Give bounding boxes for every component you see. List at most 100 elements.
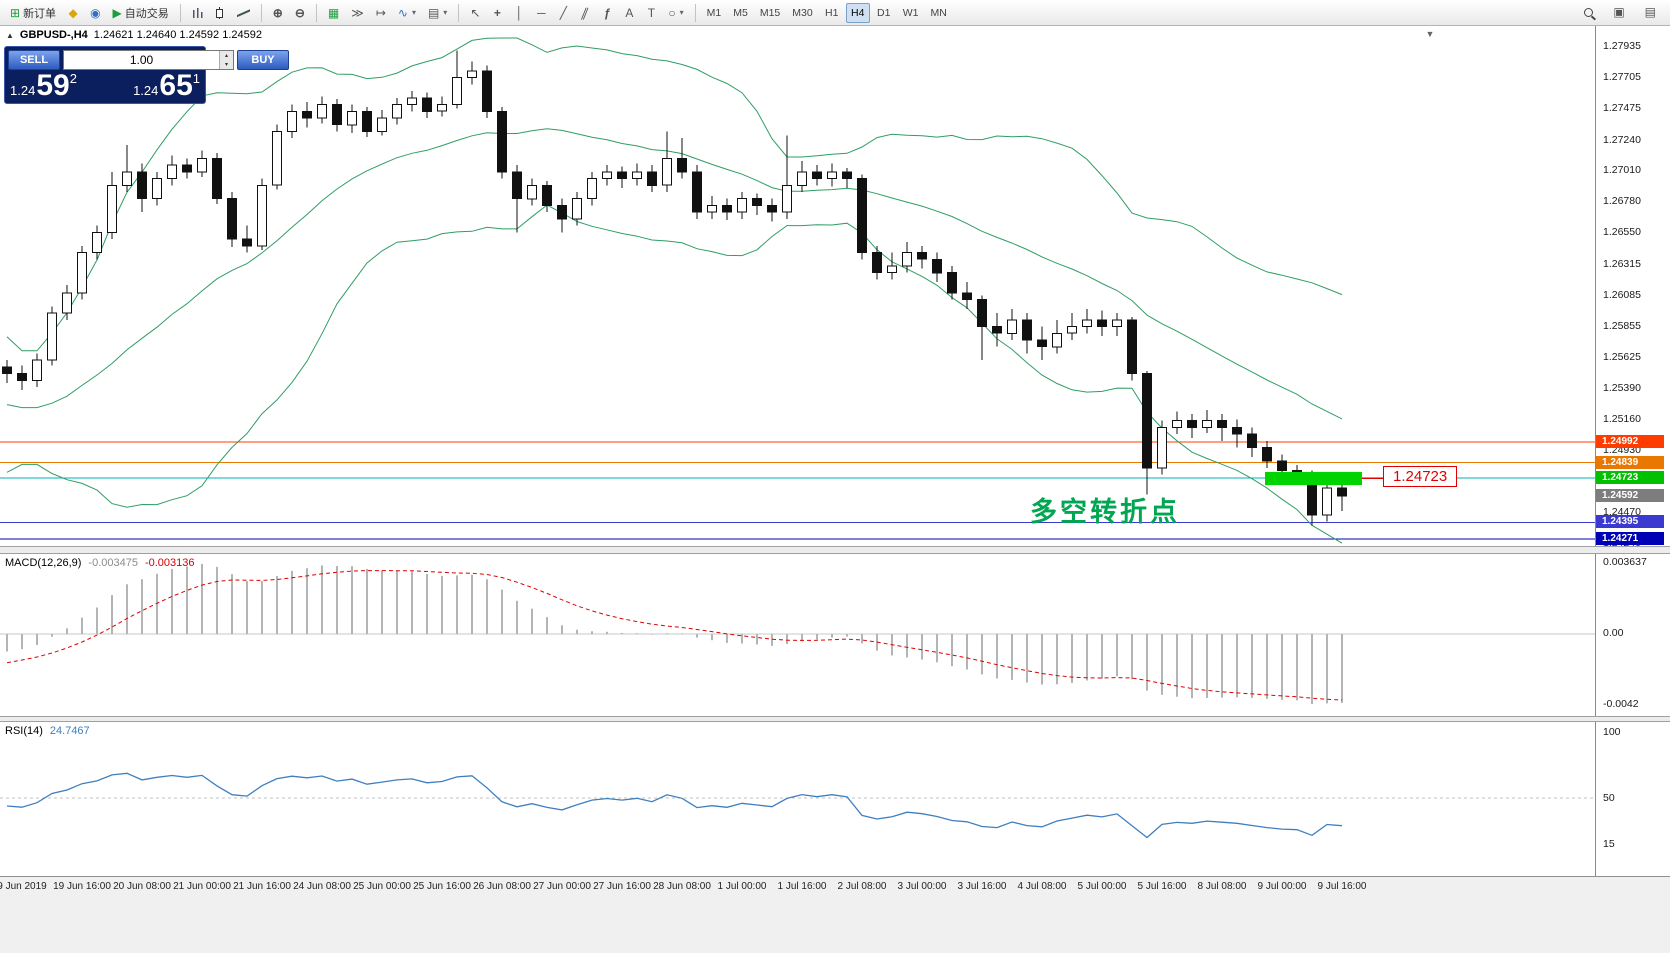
tile-windows-button[interactable]: ▦ [323,3,344,23]
bar-chart-button[interactable] [187,3,208,23]
candlestick-chart-button[interactable] [210,3,230,23]
price-axis-label: 1.26550 [1603,226,1641,238]
time-axis-label: 5 Jul 00:00 [1077,881,1127,892]
price-scale[interactable]: 1.27935 1.27705 1.27475 1.27240 1.27010 1.267… [1595,26,1670,876]
window-list-button[interactable]: ▤ [1640,2,1661,22]
timeframe-button-M15[interactable]: M15 [755,3,785,23]
search-button[interactable] [1578,2,1598,22]
timeframe-button-M1[interactable]: M1 [702,3,727,23]
time-axis-label: 25 Jun 00:00 [353,881,411,892]
chart-shift-marker: ▼ [1426,29,1435,39]
market-watch-icon: ◉ [90,5,101,20]
autotrading-label: 自动交易 [124,7,169,20]
volume-input[interactable] [64,51,219,69]
macd-value-signal: -0.003136 [144,557,195,569]
shapes-tool-button[interactable]: ○ ▾ [663,3,688,23]
toolbar-right-group: ▣ ▤ [1577,2,1662,22]
crosshair-icon: + [493,5,501,20]
toolbar-separator [179,3,181,22]
panel-splitter[interactable] [0,546,1670,554]
sell-price-pipette: 2 [69,71,77,86]
volume-stepper: ▴ ▾ [219,51,233,69]
price-chart-canvas[interactable]: ▼ [0,26,1595,546]
time-axis-label: 25 Jun 16:00 [413,881,471,892]
window-list-icon: ▤ [1644,5,1656,19]
window-bottom-area [0,896,1670,953]
vertical-line-icon: │ [515,5,524,20]
macd-indicator-panel[interactable]: MACD(12,26,9) -0.003475 -0.003136 [0,554,1595,716]
templates-button[interactable]: ▤ ▾ [423,3,452,23]
timeframe-button-D1[interactable]: D1 [872,3,896,23]
bollinger-bands [6,37,1343,544]
current-price-tag: 1.24592 [1596,489,1664,502]
timeframe-button-MN[interactable]: MN [925,3,951,23]
zoom-in-button[interactable]: ⊕ [268,3,288,23]
cursor-icon: ↖ [470,5,481,20]
chart-shift-button[interactable]: ↦ [371,3,391,23]
templates-icon: ▤ [427,5,440,20]
horizontal-line-tool-button[interactable]: ─ [531,3,551,23]
toolbar-separator [315,3,317,22]
channel-tool-button[interactable]: ∥ [575,3,595,23]
macd-axis-label: 0.00 [1603,627,1624,639]
main-chart-panel[interactable]: ▼ ▲ GBPUSD-,H4 1.24621 1.24640 1.24592 1… [0,26,1595,546]
level-lines [0,441,1595,540]
price-axis-label: 1.27705 [1603,71,1641,83]
label-tool-button[interactable]: T [641,3,661,23]
toolbar-separator [694,3,696,22]
vertical-line-tool-button[interactable]: │ [509,3,529,23]
indicators-button[interactable]: ∿ ▾ [393,3,421,23]
timeframe-button-H1[interactable]: H1 [820,3,844,23]
zoom-out-button[interactable]: ⊖ [290,3,310,23]
zoom-out-icon: ⊖ [294,5,305,20]
symbol-title: GBPUSD-,H4 [19,29,88,41]
macd-canvas[interactable] [0,554,1595,716]
navigator-button[interactable]: ◆ [63,3,83,23]
sell-price-prefix: 1.24 [10,83,36,98]
time-axis[interactable]: 9 Jun 2019 19 Jun 16:00 20 Jun 08:00 21 Jun… [0,876,1670,897]
rsi-value: 24.7467 [49,725,90,737]
sell-price[interactable]: 1.24 59 2 [10,71,77,101]
timeframe-button-W1[interactable]: W1 [898,3,924,23]
timeframe-button-M5[interactable]: M5 [728,3,753,23]
rsi-canvas[interactable] [0,722,1595,876]
symbol-info-line: ▲ GBPUSD-,H4 1.24621 1.24640 1.24592 1.2… [6,29,262,41]
shapes-icon: ○ [668,5,676,20]
time-axis-label: 5 Jul 16:00 [1137,881,1187,892]
autoscroll-button[interactable]: ≫ [346,3,369,23]
autotrading-button[interactable]: ▶ 自动交易 [108,3,174,23]
market-watch-button[interactable]: ◉ [85,3,105,23]
line-chart-button[interactable] [232,3,255,23]
volume-down-button[interactable]: ▾ [220,60,233,69]
window-layout-button[interactable]: ▣ [1608,2,1629,22]
price-axis-label: 1.26780 [1603,195,1641,207]
price-level-tag: 1.24992 [1596,435,1664,448]
time-axis-label: 21 Jun 00:00 [173,881,231,892]
text-tool-button[interactable]: A [619,3,639,23]
price-level-tag: 1.24839 [1596,456,1664,469]
navigator-icon: ◆ [68,5,78,20]
buy-button[interactable]: BUY [237,50,289,70]
price-axis-label: 1.26315 [1603,258,1641,270]
time-axis-label: 9 Jul 00:00 [1257,881,1307,892]
crosshair-tool-button[interactable]: + [487,3,507,23]
volume-up-button[interactable]: ▴ [220,51,233,60]
cursor-tool-button[interactable]: ↖ [465,3,485,23]
candlestick-icon [215,6,224,19]
timeframe-button-H4[interactable]: H4 [845,2,870,23]
panel-splitter[interactable] [0,716,1670,722]
timeframe-button-M30[interactable]: M30 [787,3,817,23]
macd-label: MACD(12,26,9) [5,557,82,569]
sell-button[interactable]: SELL [8,50,60,70]
label-tool-icon: T [647,5,656,20]
sell-price-big-digits: 59 [36,69,70,102]
trendline-tool-button[interactable]: ╱ [553,3,573,23]
rsi-indicator-panel[interactable]: RSI(14) 24.7467 [0,722,1595,876]
timeframe-group: M1 M5 M15 M30 H1 H4 D1 W1 MN [701,2,953,23]
fibonacci-tool-button[interactable]: ƒ [597,3,617,23]
new-order-button[interactable]: ⊞ 新订单 [5,3,61,23]
buy-price-pipette: 1 [192,71,200,86]
price-axis-label: 1.27475 [1603,102,1641,114]
buy-price[interactable]: 1.24 65 1 [133,71,200,101]
autotrading-icon: ▶ [112,5,122,20]
